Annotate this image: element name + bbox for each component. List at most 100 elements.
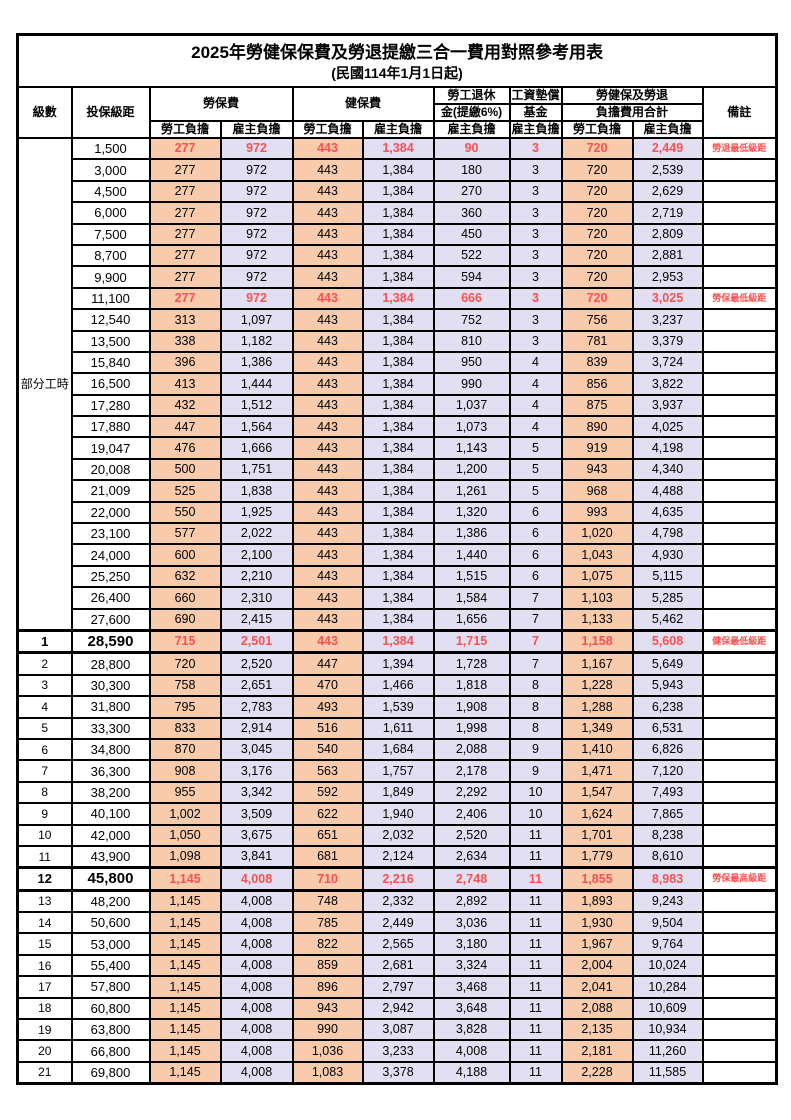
labor-employer-cell: 1,444 (219, 372, 294, 396)
table-row: 14 50,600 1,145 4,008 785 2,449 3,036 11 1,930 9,… (16, 911, 778, 935)
labor-worker-cell: 577 (148, 522, 222, 546)
health-employer-cell: 2,797 (361, 975, 435, 999)
fund-employer-cell: 5 (508, 436, 563, 460)
health-worker-cell: 622 (291, 802, 364, 826)
labor-employer-cell: 2,415 (219, 607, 294, 632)
col-header-pension-line1: 勞工退休 (432, 86, 511, 105)
labor-employer-cell: 2,914 (219, 716, 294, 740)
labor-worker-cell: 1,145 (148, 889, 222, 914)
remark-cell (701, 350, 778, 375)
bracket-cell: 40,100 (70, 802, 151, 826)
bracket-cell: 20,008 (70, 457, 151, 482)
table-row: 部分工時 1,500 277 972 443 1,384 90 3 720 2,449 勞退最低級距 (16, 136, 778, 632)
labor-worker-cell: 277 (148, 243, 222, 268)
total-employer-cell: 10,609 (631, 996, 704, 1021)
total-worker-cell: 1,043 (560, 543, 634, 567)
labor-worker-cell: 1,002 (148, 802, 222, 826)
fund-employer-cell: 11 (508, 1017, 563, 1042)
subheader-pension-employer: 雇主負擔 (432, 120, 511, 139)
total-worker-cell: 720 (560, 265, 634, 289)
health-worker-cell: 443 (291, 522, 364, 546)
remark-cell (701, 479, 778, 503)
fund-employer-cell: 6 (508, 500, 563, 525)
health-employer-cell: 1,384 (361, 329, 435, 353)
fund-employer-cell: 7 (508, 607, 563, 632)
health-employer-cell: 1,384 (361, 393, 435, 418)
labor-employer-cell: 4,008 (219, 932, 294, 956)
health-worker-cell: 443 (291, 179, 364, 204)
total-employer-cell: 5,649 (631, 651, 704, 676)
health-worker-cell: 651 (291, 823, 364, 847)
labor-worker-cell: 1,145 (148, 932, 222, 956)
table-row: 4 31,800 795 2,783 493 1,539 1,908 8 1,288 6,238 (16, 695, 778, 719)
total-employer-cell: 2,953 (631, 265, 704, 289)
fund-employer-cell: 6 (508, 564, 563, 589)
health-worker-cell: 681 (291, 844, 364, 869)
health-worker-cell: 785 (291, 911, 364, 935)
subheader-health-employer: 雇主負擔 (361, 120, 435, 139)
bracket-cell: 3,000 (70, 158, 151, 182)
bracket-cell: 60,800 (70, 996, 151, 1021)
fund-employer-cell: 11 (508, 823, 563, 847)
labor-employer-cell: 3,675 (219, 823, 294, 847)
total-worker-cell: 1,547 (560, 780, 634, 805)
health-employer-cell: 3,378 (361, 1060, 435, 1085)
fund-employer-cell: 4 (508, 415, 563, 439)
health-worker-cell: 443 (291, 607, 364, 632)
labor-worker-cell: 1,050 (148, 823, 222, 847)
health-employer-cell: 2,332 (361, 889, 435, 914)
health-employer-cell: 1,684 (361, 737, 435, 762)
remark-cell (701, 802, 778, 826)
labor-worker-cell: 908 (148, 759, 222, 783)
health-employer-cell: 1,384 (361, 436, 435, 460)
fund-employer-cell: 11 (508, 975, 563, 999)
header-row-3: 勞工負擔 雇主負擔 勞工負擔 雇主負擔 雇主負擔 雇主負擔 勞工負擔 雇主負擔 (18, 120, 777, 139)
bracket-cell: 31,800 (70, 695, 151, 719)
fund-employer-cell: 9 (508, 759, 563, 783)
remark-cell (701, 1060, 778, 1085)
level-cell: 16 (16, 953, 73, 978)
total-employer-cell: 2,809 (631, 222, 704, 246)
labor-worker-cell: 715 (148, 628, 222, 655)
health-worker-cell: 443 (291, 286, 364, 311)
level-cell: 9 (16, 802, 73, 826)
fund-employer-cell: 7 (508, 651, 563, 676)
labor-employer-cell: 3,176 (219, 759, 294, 783)
table-row: 7,500 277 972 443 1,384 450 3 720 2,809 (18, 222, 778, 246)
fund-employer-cell: 4 (508, 393, 563, 418)
health-worker-cell: 443 (291, 393, 364, 418)
fund-employer-cell: 3 (508, 286, 563, 311)
labor-employer-cell: 1,564 (219, 415, 294, 439)
bracket-cell: 42,000 (70, 823, 151, 847)
health-employer-cell: 1,384 (361, 243, 435, 268)
total-employer-cell: 11,260 (631, 1039, 704, 1063)
health-employer-cell: 1,384 (361, 543, 435, 567)
fund-employer-cell: 11 (508, 932, 563, 956)
remark-cell (701, 975, 778, 999)
labor-worker-cell: 833 (148, 716, 222, 740)
labor-employer-cell: 2,310 (219, 586, 294, 610)
health-employer-cell: 1,384 (361, 607, 435, 632)
pension-employer-cell: 1,818 (432, 673, 511, 698)
bracket-cell: 19,047 (70, 436, 151, 460)
total-employer-cell: 9,504 (631, 911, 704, 935)
table-row: 11 43,900 1,098 3,841 681 2,124 2,634 11 1,779 8,… (16, 844, 778, 869)
total-worker-cell: 1,075 (560, 564, 634, 589)
health-worker-cell: 943 (291, 996, 364, 1021)
total-worker-cell: 1,893 (560, 889, 634, 914)
total-worker-cell: 968 (560, 479, 634, 503)
health-employer-cell: 1,384 (361, 222, 435, 246)
table-row: 21 69,800 1,145 4,008 1,083 3,378 4,188 11 2,228… (16, 1060, 778, 1085)
bracket-cell: 50,600 (70, 911, 151, 935)
labor-worker-cell: 1,145 (148, 1060, 222, 1085)
remark-cell (701, 329, 778, 353)
labor-employer-cell: 4,008 (219, 1060, 294, 1085)
level-cell: 7 (16, 759, 73, 783)
health-employer-cell: 1,757 (361, 759, 435, 783)
total-employer-cell: 7,120 (631, 759, 704, 783)
table-row: 5 33,300 833 2,914 516 1,611 1,998 8 1,349 6,531 (16, 716, 778, 740)
labor-employer-cell: 972 (219, 179, 294, 204)
total-employer-cell: 2,449 (631, 136, 704, 161)
pension-employer-cell: 594 (432, 265, 511, 289)
total-employer-cell: 6,238 (631, 695, 704, 719)
